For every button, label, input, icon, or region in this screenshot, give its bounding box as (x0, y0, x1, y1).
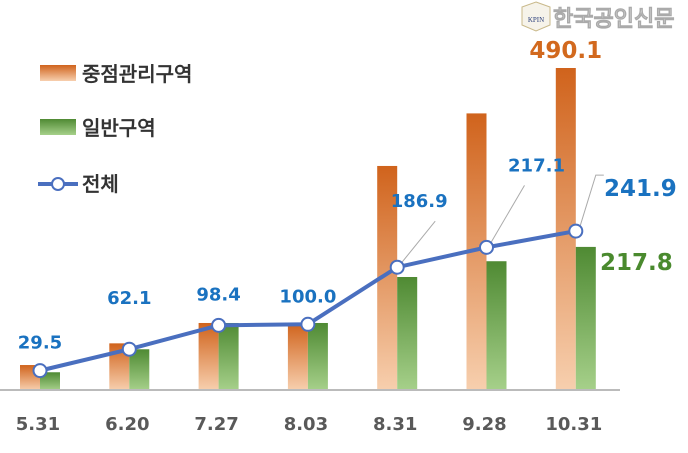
leader-line (579, 174, 604, 228)
leader-line (490, 185, 525, 244)
line-data-label: 186.9 (391, 191, 448, 212)
legend-swatch-orange (40, 65, 76, 81)
legend: 중점관리구역 일반구역 전체 (38, 62, 192, 196)
line-marker (211, 317, 227, 333)
x-tick-label: 10.31 (545, 414, 602, 435)
watermark: KPIN 한국공인신문 (521, 1, 675, 32)
legend-marker (51, 177, 65, 191)
x-tick-label: 8.03 (284, 414, 328, 435)
line-marker (121, 341, 137, 357)
x-tick-label: 6.20 (105, 414, 149, 435)
legend-label-green: 일반구역 (82, 116, 156, 140)
legend-label-orange: 중점관리구역 (82, 62, 192, 86)
bar-label-orange-last: 490.1 (529, 38, 602, 64)
bar-green-10.31 (575, 246, 596, 390)
bar-green-8.03 (307, 322, 328, 390)
line-marker (300, 316, 316, 332)
line-marker (389, 259, 405, 275)
bar-green-7.27 (218, 322, 239, 390)
bar-orange-7.27 (198, 322, 219, 390)
x-tick-label: 5.31 (16, 414, 60, 435)
line-marker (32, 363, 48, 379)
bar-orange-9.28 (466, 113, 487, 390)
leader-line (400, 220, 436, 264)
bar-orange-8.31 (377, 165, 398, 390)
bar-label-green-last: 217.8 (600, 250, 673, 276)
x-tick-label: 9.28 (462, 414, 506, 435)
x-tick-label: 8.31 (373, 414, 417, 435)
legend-label-line: 전체 (82, 172, 119, 196)
bar-green-8.31 (397, 276, 418, 390)
bar-orange-8.03 (287, 322, 308, 390)
x-tick-label: 7.27 (194, 414, 238, 435)
bar-green-6.20 (129, 349, 150, 390)
line-marker (568, 223, 584, 239)
bar-green-5.31 (40, 372, 60, 390)
bar-orange-10.31 (555, 68, 576, 390)
line-marker (479, 239, 494, 255)
line-data-label: 217.1 (508, 155, 565, 176)
line-data-label: 241.9 (604, 176, 677, 202)
bar-orange-6.20 (109, 343, 130, 390)
watermark-text: 한국공인신문 (553, 7, 674, 32)
line-data-label: 62.1 (107, 288, 151, 309)
legend-swatch-green (40, 119, 76, 135)
line-data-label: 98.4 (196, 284, 240, 305)
watermark-logo (521, 1, 551, 32)
watermark-logo-text: KPIN (528, 16, 544, 24)
line-data-label: 29.5 (18, 333, 62, 354)
line-data-label: 100.0 (279, 286, 336, 307)
bar-green-9.28 (486, 261, 507, 390)
